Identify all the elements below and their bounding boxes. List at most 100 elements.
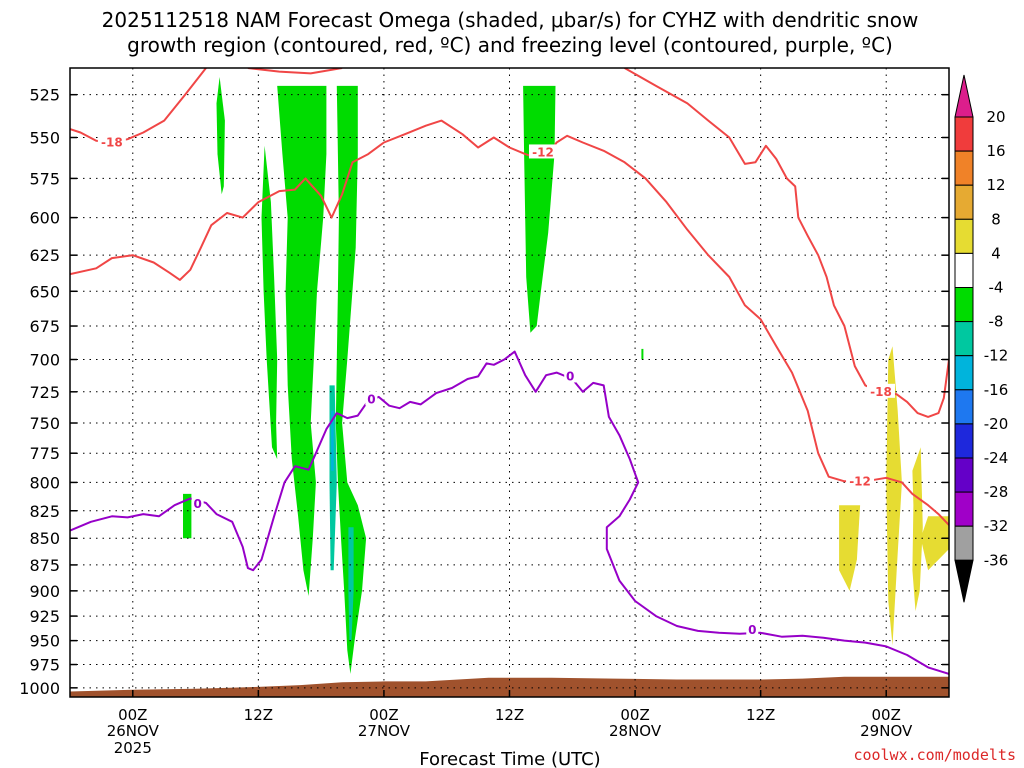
omega-shaded-region (331, 410, 334, 471)
omega-shaded-region (641, 348, 644, 360)
colorbar-label: -16 (984, 381, 1009, 399)
colorbar-bin (954, 218, 974, 254)
x-axis-title: Forecast Time (UTC) (419, 749, 600, 768)
colorbar-label: -36 (984, 551, 1009, 569)
contour-label-background (846, 473, 875, 488)
omega-shaded-region (348, 527, 354, 641)
colorbar-bottom-arrow (954, 559, 974, 603)
colorbar-bin (954, 423, 974, 459)
colorbar-bin (954, 287, 974, 323)
colorbar-label: -28 (984, 483, 1009, 501)
freezing-contour-line (70, 350, 949, 675)
contour-label: 0 (566, 369, 574, 383)
omega-shaded-region (277, 85, 327, 597)
colorbar-label: -20 (984, 415, 1009, 433)
y-tick-label: 975 (29, 656, 60, 675)
contour-label: 0 (367, 392, 375, 406)
y-tick-label: 1000 (19, 679, 60, 698)
dgz-contour-line (624, 68, 949, 418)
x-tick-year-label: 2025 (114, 739, 152, 757)
contour-label-layer: -18 -12 -18 -12 0 0 0 0 (97, 134, 895, 637)
contour-label: -18 (101, 136, 123, 150)
y-tick-label: 625 (29, 246, 60, 265)
colorbar-label: -4 (989, 279, 1004, 297)
dgz-contour-line (70, 119, 949, 526)
omega-shaded-region (920, 516, 949, 571)
contour-label-background (365, 391, 378, 406)
chart-title-line-1: 2025112518 NAM Forecast Omega (shaded, μ… (102, 8, 919, 32)
omega-shaded-region (261, 145, 278, 460)
y-tick-label: 725 (29, 383, 60, 402)
contour-label: 0 (748, 623, 756, 637)
x-tick-label: 12Z (495, 706, 524, 724)
y-tick-label: 900 (29, 582, 60, 601)
plot-area: -18 -12 -18 -12 0 0 0 0 (70, 68, 949, 697)
omega-shaded-region (912, 447, 923, 612)
contour-label: -12 (849, 474, 871, 488)
colorbar-bin (954, 321, 974, 357)
colorbar-label: 12 (986, 176, 1005, 194)
x-tick-date-label: 26NOV (107, 722, 160, 740)
colorbar-top-arrow (954, 74, 974, 118)
y-tick-label: 700 (29, 351, 60, 370)
y-tick-label: 650 (29, 282, 60, 301)
y-tick-label: 575 (29, 169, 60, 188)
contour-label-background (97, 134, 126, 149)
contour-label-background (191, 496, 204, 511)
colorbar-bin (954, 116, 974, 152)
colorbar-bin (954, 150, 974, 186)
contour-label-background (746, 621, 759, 636)
colorbar-label: -8 (989, 313, 1004, 331)
x-tick-date-label: 29NOV (860, 722, 913, 740)
colorbar-bin (954, 252, 974, 288)
y-tick-label: 750 (29, 414, 60, 433)
colorbar-label: -12 (984, 347, 1009, 365)
x-tick-label: 12Z (746, 706, 775, 724)
colorbar-label: 8 (991, 210, 1001, 228)
contour-label-background (564, 368, 577, 383)
y-tick-label: 550 (29, 129, 60, 148)
omega-shaded-region (335, 85, 367, 674)
x-tick-date-label: 28NOV (609, 722, 662, 740)
omega-shaded-region (183, 493, 192, 539)
colorbar-label: 4 (991, 244, 1001, 262)
y-tick-label: 600 (29, 209, 60, 228)
x-tick-label: 00Z (872, 706, 901, 724)
colorbar-bin (954, 355, 974, 391)
colorbar-label: -24 (984, 449, 1009, 467)
contour-label-background (866, 383, 895, 398)
y-tick-label: 875 (29, 556, 60, 575)
y-tick-label: 850 (29, 529, 60, 548)
x-tick-label: 12Z (244, 706, 273, 724)
contour-label: -12 (532, 145, 554, 159)
dgz-contour-line (70, 68, 207, 144)
omega-shaded-region (839, 505, 861, 591)
y-tick-label: 525 (29, 86, 60, 105)
contour-label: -18 (870, 385, 892, 399)
x-tick-label: 00Z (369, 706, 398, 724)
contour-layer (70, 68, 949, 675)
y-tick-label: 825 (29, 502, 60, 521)
y-tick-label: 800 (29, 473, 60, 492)
y-tick-label: 950 (29, 632, 60, 651)
credit-text: coolwx.com/modelts (853, 746, 1016, 764)
chart-title-line-2: growth region (contoured, red, ºC) and f… (127, 33, 893, 57)
colorbar-label: 20 (986, 108, 1005, 126)
colorbar: 20 16 12 8 4 -4 -8 -12 -16 -20 -24 -28 -32 -36 (954, 74, 1009, 603)
colorbar-label: -32 (984, 517, 1009, 535)
contour-label-background (528, 144, 557, 159)
x-tick-label: 00Z (620, 706, 649, 724)
omega-shaded-region (216, 77, 225, 195)
colorbar-bin (954, 491, 974, 527)
colorbar-bin (954, 389, 974, 425)
y-tick-label: 925 (29, 607, 60, 626)
dgz-contour-line (247, 68, 343, 75)
x-tick-date-label: 27NOV (358, 722, 411, 740)
grid-layer (70, 68, 949, 697)
x-tick-label: 00Z (118, 706, 147, 724)
y-tick-label: 775 (29, 444, 60, 463)
colorbar-label: 16 (986, 142, 1005, 160)
